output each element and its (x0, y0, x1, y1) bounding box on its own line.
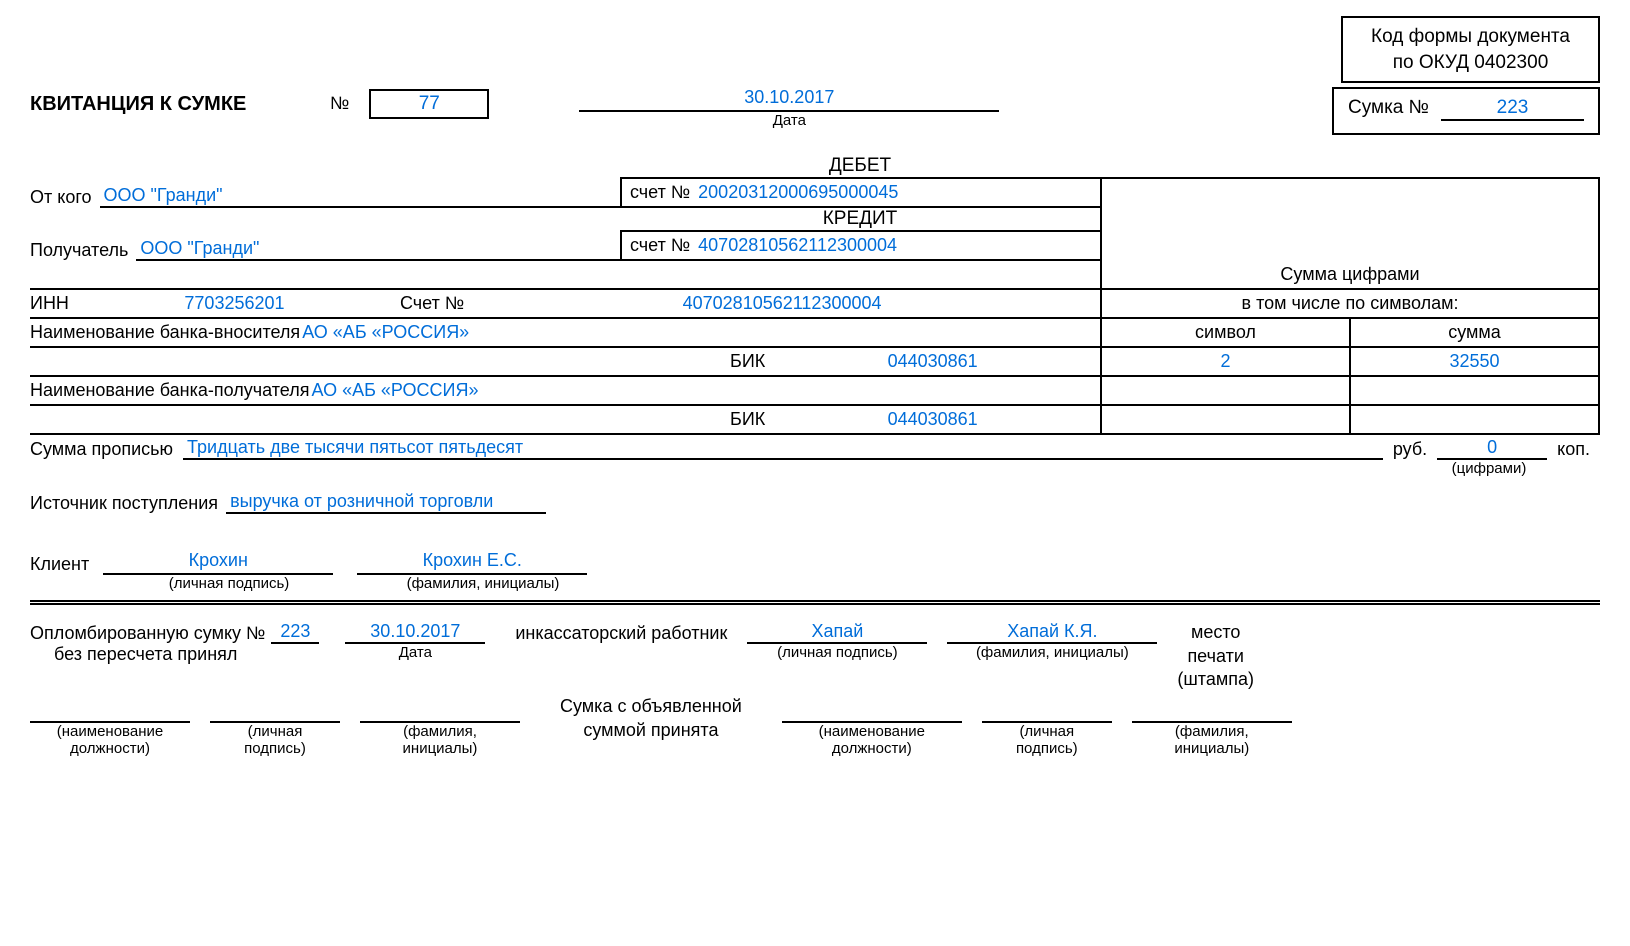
source-label: Источник поступления (30, 493, 218, 514)
date-caption: Дата (579, 112, 999, 129)
form-code-box: Код формы документа по ОКУД 0402300 (1341, 16, 1600, 83)
sealed-label-1: Опломбированную сумку № (30, 623, 265, 644)
client-sig-caption: (личная подпись) (114, 575, 344, 592)
source-value: выручка от розничной торговли (226, 491, 546, 514)
code-line2: по ОКУД 0402300 (1371, 50, 1570, 76)
declared-label: Сумка с объявленной суммой принята (560, 695, 742, 757)
client-sig: Крохин (103, 550, 333, 575)
bank-deposit-value: АО «АБ «РОССИЯ» (300, 322, 469, 343)
stamp-area: место печати (штампа) (1177, 621, 1254, 691)
bag-box: Сумка № 223 (1332, 87, 1600, 135)
col-pos-1: (наименование должности) (57, 723, 163, 757)
bik1: 044030861 (765, 351, 1100, 372)
symbols-header: в том числе по символам: (1100, 290, 1600, 319)
from-value: ООО "Гранди" (100, 185, 620, 208)
bank-recv-label: Наименование банка-получателя (30, 380, 309, 401)
acct2-label: Счет № (400, 293, 464, 314)
bag-value: 223 (1441, 97, 1584, 121)
sealed-date-caption: Дата (345, 644, 485, 661)
from-label: От кого (30, 187, 92, 208)
client-name: Крохин Е.С. (357, 550, 587, 575)
sealed-label-2: без пересчета принял (30, 644, 319, 665)
sealed-date: 30.10.2017 (345, 621, 485, 644)
sum-value: 32550 (1351, 348, 1598, 375)
recipient-value: ООО "Гранди" (136, 238, 620, 261)
stamp-l3: (штампа) (1177, 668, 1254, 691)
bik-label-1: БИК (730, 351, 765, 372)
client-name-caption: (фамилия, инициалы) (368, 575, 598, 592)
declared-l2: суммой принята (560, 719, 742, 742)
col-sig-2: (личная подпись) (1016, 723, 1078, 757)
sum-col-header: сумма (1351, 319, 1598, 346)
sealed-bag: 223 (271, 621, 319, 644)
col-name-2: (фамилия, инициалы) (1174, 723, 1249, 757)
code-line1: Код формы документа (1371, 24, 1570, 50)
ink-sig: Хапай (747, 621, 927, 644)
acct-debit: 20020312000695000045 (698, 182, 898, 203)
col-name-1: (фамилия, инициалы) (403, 723, 478, 757)
credit-label: КРЕДИТ (620, 208, 1100, 230)
date-value: 30.10.2017 (579, 87, 999, 112)
col-pos-2: (наименование должности) (819, 723, 925, 757)
doc-title: КВИТАНЦИЯ К СУМКЕ (30, 93, 246, 115)
stamp-l1: место (1177, 621, 1254, 644)
symbol-col-header: символ (1102, 319, 1351, 346)
ink-name: Хапай К.Я. (947, 621, 1157, 644)
number-label: № (330, 93, 349, 113)
client-label: Клиент (30, 554, 89, 575)
number-value: 77 (369, 89, 489, 119)
sum-digits-header: Сумма цифрами (1100, 261, 1600, 288)
bank-deposit-label: Наименование банка-вносителя (30, 322, 300, 343)
debit-label: ДЕБЕТ (620, 155, 1100, 177)
sum-words-value: Тридцать две тысячи пятьсот пятьдесят (183, 437, 1383, 460)
bik2: 044030861 (765, 409, 1100, 430)
ink-name-caption: (фамилия, инициалы) (947, 644, 1157, 661)
sum-words-label: Сумма прописью (30, 439, 173, 460)
declared-l1: Сумка с объявленной (560, 695, 742, 718)
acct-label-credit: счет № (630, 235, 690, 256)
acct-credit: 40702810562112300004 (698, 235, 897, 256)
sealed-label-3: инкассаторский работник (515, 623, 727, 643)
ink-sig-caption: (личная подпись) (747, 644, 927, 661)
inn-value: 7703256201 (69, 293, 400, 314)
acct2-value: 40702810562112300004 (464, 293, 1100, 314)
kop-caption: (цифрами) (1434, 460, 1544, 477)
kop-label: коп. (1547, 439, 1600, 460)
stamp-l2: печати (1177, 645, 1254, 668)
rub-label: руб. (1383, 439, 1437, 460)
recipient-label: Получатель (30, 240, 128, 261)
acct-label-debit: счет № (630, 182, 690, 203)
bik-label-2: БИК (730, 409, 765, 430)
bank-recv-value: АО «АБ «РОССИЯ» (309, 380, 478, 401)
kop-value: 0 (1437, 437, 1547, 460)
inn-label: ИНН (30, 293, 69, 314)
col-sig-1: (личная подпись) (244, 723, 306, 757)
bag-label: Сумка № (1348, 97, 1429, 119)
symbol-value: 2 (1102, 348, 1351, 375)
